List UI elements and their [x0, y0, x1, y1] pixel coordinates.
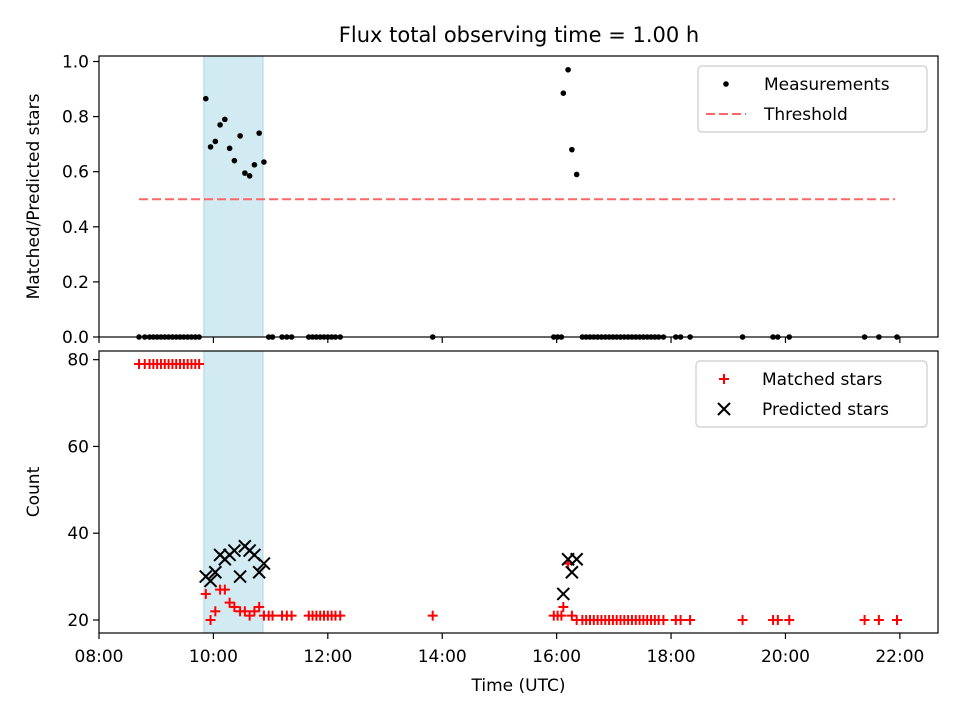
- legend-box: [697, 65, 928, 133]
- measurement-point: [231, 157, 238, 164]
- matched-star-marker: [556, 610, 567, 621]
- predicted-star-marker: [208, 565, 223, 579]
- predicted-star-marker: [203, 574, 218, 588]
- y-axis-label: Matched/Predicted stars: [24, 93, 44, 299]
- matched-star-marker: [859, 614, 870, 625]
- measurement-point: [242, 170, 248, 176]
- measurement-point: [237, 133, 243, 139]
- matched-star-marker: [784, 614, 795, 625]
- y-axis-label: Count: [24, 466, 44, 517]
- y-tick-label: 0.2: [62, 273, 89, 293]
- bottom-panel: 20 40 60 80 08:00 10:00 12:00 14:00 16:00 18:00 20…: [24, 350, 939, 696]
- matched-star-marker: [566, 610, 577, 621]
- matched-star-marker: [254, 601, 265, 612]
- matched-star-marker: [229, 601, 240, 612]
- measurement-point: [217, 122, 223, 128]
- measurement-point: [246, 173, 253, 179]
- matched-star-marker: [675, 614, 686, 625]
- predicted-star-marker: [233, 569, 247, 584]
- matched-star-marker: [873, 614, 884, 625]
- top-panel: 0.0 0.2 0.4 0.6 0.8 1.0 Matched/Predicted star…: [24, 53, 939, 348]
- x-tick-label: 16:00: [532, 647, 581, 667]
- matched-star-marker: [286, 610, 297, 621]
- y-tick-label: 20: [67, 611, 89, 631]
- matched-star-marker: [335, 610, 346, 621]
- legend-label: Threshold: [763, 105, 848, 125]
- measurement-point: [560, 90, 567, 96]
- matched-star-marker: [205, 614, 216, 625]
- legend-x-icon: [717, 402, 731, 416]
- matched-star-marker: [249, 606, 260, 617]
- shaded-span: [203, 350, 264, 634]
- x-tick-label: 22:00: [875, 647, 924, 667]
- legend-label: Predicted stars: [762, 400, 889, 420]
- x-tick-label: 10:00: [189, 647, 238, 667]
- predicted-star-marker: [565, 565, 579, 579]
- x-tick-label: 14:00: [418, 647, 467, 667]
- x-axis-label: Time (UTC): [471, 676, 566, 696]
- matched-star-marker: [244, 610, 255, 621]
- y-tick-label: 0.6: [62, 163, 89, 183]
- legend-box: [695, 360, 928, 428]
- measurement-point: [256, 130, 262, 136]
- predicted-star-marker: [556, 587, 571, 601]
- y-tick-label: 0.4: [62, 218, 89, 238]
- measurement-point: [573, 171, 580, 178]
- y-tick-label: 0.8: [62, 108, 89, 128]
- measurement-point: [207, 144, 214, 150]
- matched-star-marker: [200, 588, 211, 599]
- y-tick-label: 80: [67, 351, 89, 371]
- y-tick-label: 40: [67, 524, 89, 544]
- y-tick-label: 1.0: [62, 53, 89, 73]
- measurement-point: [226, 145, 233, 152]
- x-tick-label: 18:00: [647, 647, 696, 667]
- matched-star-marker: [558, 601, 569, 612]
- axes-frame: [98, 55, 939, 338]
- measurement-point: [251, 162, 258, 168]
- legend-dot-icon: [723, 81, 729, 87]
- matched-star-marker: [892, 614, 903, 625]
- predicted-star-marker: [252, 565, 266, 579]
- predicted-star-marker: [257, 556, 271, 571]
- x-tick-label: 12:00: [303, 647, 352, 667]
- y-tick-label: 0.0: [62, 328, 89, 348]
- matched-star-marker: [239, 606, 250, 617]
- predicted-star-marker: [569, 552, 584, 566]
- legend-plus-icon: [719, 374, 729, 384]
- measurement-point: [569, 146, 575, 153]
- x-tick-label: 08:00: [75, 647, 124, 667]
- matched-star-marker: [267, 610, 278, 621]
- matched-star-marker: [772, 614, 783, 625]
- matched-star-marker: [210, 606, 221, 617]
- measurement-point: [212, 138, 219, 145]
- legend: Measurements Threshold: [697, 65, 928, 133]
- matched-star-marker: [427, 610, 438, 621]
- y-tick-label: 60: [67, 437, 89, 457]
- matched-star-marker: [658, 614, 669, 625]
- legend-label: Matched stars: [762, 370, 882, 390]
- measurement-point: [202, 95, 209, 102]
- x-tick-label: 20:00: [761, 647, 810, 667]
- matched-star-marker: [219, 584, 230, 595]
- matched-star-marker: [737, 614, 748, 625]
- matched-star-marker: [224, 597, 235, 608]
- measurement-point: [222, 116, 228, 123]
- measurement-point: [261, 159, 267, 165]
- legend-label: Measurements: [764, 75, 890, 95]
- measurement-point: [565, 66, 571, 73]
- matched-star-marker: [685, 614, 696, 625]
- legend: Matched stars Predicted stars: [695, 360, 928, 428]
- axes-frame: [98, 350, 939, 634]
- matched-star-marker: [194, 359, 205, 370]
- predicted-star-marker: [227, 543, 242, 558]
- shaded-span: [203, 55, 264, 338]
- chart-title: Flux total observing time = 1.00 h: [339, 23, 699, 47]
